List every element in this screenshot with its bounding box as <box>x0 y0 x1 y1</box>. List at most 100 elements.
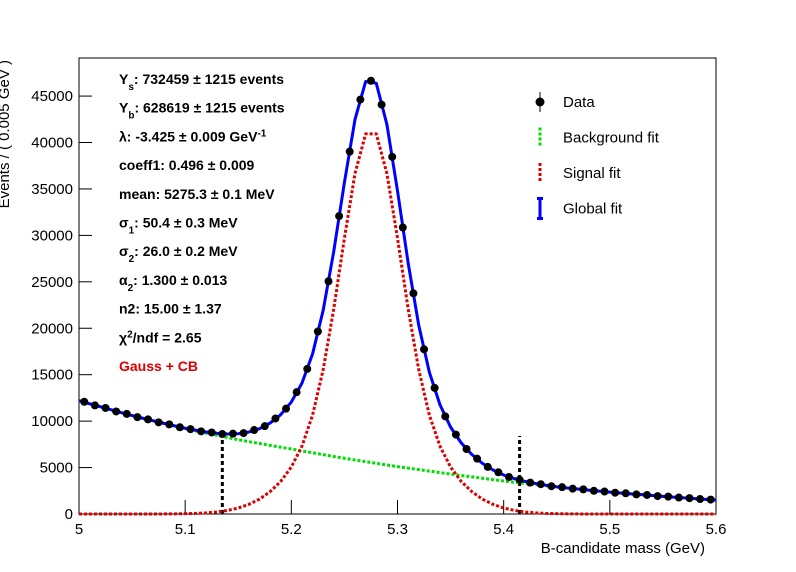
y-tick-label: 25000 <box>31 274 73 291</box>
annotation-part: -1 <box>257 128 266 139</box>
data-point <box>653 492 662 501</box>
annotation: σ1: 50.4 ± 0.3 MeV <box>119 215 238 237</box>
data-point <box>494 468 503 477</box>
x-tick-label: 5.6 <box>706 521 727 538</box>
legend-label: Global fit <box>563 201 623 218</box>
data-point <box>685 494 694 503</box>
data-point <box>356 95 365 104</box>
y-tick-label: 45000 <box>31 88 73 105</box>
data-point <box>568 484 577 493</box>
annotation: Yb: 628619 ± 1215 events <box>119 100 285 122</box>
data-point <box>398 223 407 232</box>
data-point <box>558 483 567 492</box>
data-point <box>600 487 609 496</box>
annotation-part: 1 <box>129 225 135 236</box>
data-point <box>696 495 705 504</box>
x-tick-label: 5.4 <box>493 521 514 538</box>
data-point <box>282 404 291 413</box>
annotation-part: 2 <box>128 282 134 293</box>
annotation-part: Y <box>119 71 129 87</box>
data-point <box>122 409 131 418</box>
data-point <box>483 462 492 471</box>
annotation-part: 2 <box>129 254 135 265</box>
data-point <box>165 420 174 429</box>
data-point <box>324 277 333 286</box>
data-point <box>303 364 312 373</box>
annotation-part: 2 <box>127 329 133 340</box>
data-point <box>366 76 375 85</box>
annotation-part: : 50.4 ± 0.3 MeV <box>134 215 238 231</box>
annotation-part: : 1.300 ± 0.013 <box>133 272 227 288</box>
annotation-part: Y <box>119 100 129 116</box>
legend-label: Background fit <box>563 130 660 147</box>
data-point <box>335 212 344 221</box>
annotation-part: : 26.0 ± 0.2 MeV <box>134 243 238 259</box>
fit-dashed-line <box>79 132 716 516</box>
annotation: Gauss + CB <box>119 358 198 374</box>
y-tick-label: 5000 <box>40 460 73 477</box>
annotation-part: σ <box>119 215 129 231</box>
data-point <box>228 429 237 438</box>
data-point <box>632 490 641 499</box>
data-point <box>144 415 153 424</box>
annotation-part: χ <box>119 329 127 345</box>
data-point <box>218 429 227 438</box>
data-point <box>377 100 386 109</box>
annotation-part: λ: -3.425 ± 0.009 GeV <box>119 128 258 144</box>
data-point <box>621 489 630 498</box>
y-tick-label: 35000 <box>31 181 73 198</box>
data-point <box>642 490 651 499</box>
legend-label: Signal fit <box>563 165 621 182</box>
annotation: χ2/ndf = 2.65 <box>119 329 202 346</box>
annotation-part: coeff1: 0.496 ± 0.009 <box>119 157 255 173</box>
legend-swatch <box>537 197 543 220</box>
data-point <box>345 147 354 156</box>
annotation: λ: -3.425 ± 0.009 GeV-1 <box>119 128 267 145</box>
data-point <box>547 482 556 491</box>
annotation: coeff1: 0.496 ± 0.009 <box>119 157 255 173</box>
annotation: n2: 15.00 ± 1.37 <box>119 301 222 317</box>
annotation-part: /ndf = 2.65 <box>133 329 202 345</box>
y-tick-label: 0 <box>65 506 73 523</box>
annotation-part: s <box>128 82 134 93</box>
data-point <box>271 414 280 423</box>
data-point <box>197 427 206 436</box>
y-axis-label: Events / ( 0.005 GeV ) <box>0 60 13 208</box>
x-tick-label: 5.3 <box>387 521 408 538</box>
y-tick-label: 20000 <box>31 320 73 337</box>
annotation: mean: 5275.3 ± 0.1 MeV <box>119 186 275 202</box>
data-point <box>80 397 89 406</box>
data-point <box>175 423 184 432</box>
annotation-part: : 628619 ± 1215 events <box>134 100 284 116</box>
annotation-part: b <box>128 110 134 121</box>
data-point <box>451 430 460 439</box>
fit-line <box>78 80 717 502</box>
x-axis-label: B-candidate mass (GeV) <box>541 540 705 557</box>
data-point <box>420 345 429 354</box>
data-point <box>664 492 673 501</box>
data-point <box>674 493 683 502</box>
annotation: α2: 1.300 ± 0.013 <box>119 272 227 294</box>
y-tick-label: 15000 <box>31 367 73 384</box>
data-point <box>515 475 524 484</box>
data-point <box>536 480 545 489</box>
y-tick-label: 10000 <box>31 413 73 430</box>
data-point <box>154 418 163 427</box>
x-tick-label: 5.1 <box>175 521 196 538</box>
data-point <box>473 454 482 463</box>
data-point <box>706 495 715 504</box>
annotation-part: mean: 5275.3 ± 0.1 MeV <box>119 186 275 202</box>
data-point <box>239 429 248 438</box>
data-point <box>101 403 110 412</box>
annotation-part: α <box>119 272 128 288</box>
legend-label: Data <box>563 94 595 111</box>
annotation-part: Gauss + CB <box>119 358 198 374</box>
data-point <box>611 488 620 497</box>
annotation: σ2: 26.0 ± 0.2 MeV <box>119 243 238 265</box>
data-point <box>504 473 513 482</box>
data-point <box>292 388 301 397</box>
data-point <box>409 289 418 298</box>
data-point <box>250 426 259 435</box>
